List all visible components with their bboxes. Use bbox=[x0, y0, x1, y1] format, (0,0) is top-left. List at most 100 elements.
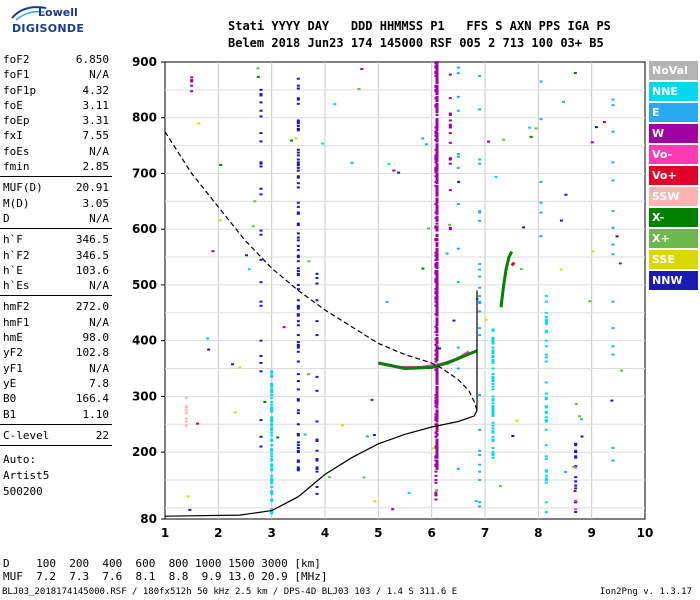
echo-w-column bbox=[434, 254, 438, 257]
echo-w-column bbox=[435, 123, 439, 126]
param-value: 103.6 bbox=[75, 263, 109, 277]
param-key: foE bbox=[3, 98, 23, 112]
echo-w-column bbox=[435, 108, 439, 111]
param-row: hmE 98.0 bbox=[0, 330, 112, 345]
echo-e-column bbox=[539, 211, 543, 214]
param-value: N/A bbox=[89, 68, 109, 82]
echo-e-column bbox=[478, 74, 482, 77]
echo-nnw-column bbox=[315, 438, 319, 441]
y-tick-label: 500 bbox=[132, 278, 157, 292]
echo-scatter-dot bbox=[457, 180, 461, 183]
echo-e-column bbox=[478, 302, 482, 305]
echo-w-column bbox=[434, 185, 438, 188]
echo-e-column bbox=[478, 463, 482, 466]
echo-w-column bbox=[434, 237, 438, 240]
echo-nnw-column bbox=[296, 345, 300, 348]
echo-nne-column bbox=[270, 439, 274, 442]
echo-w-column bbox=[435, 228, 439, 231]
echo-nnw-column bbox=[296, 249, 300, 252]
echo-e-column bbox=[611, 161, 615, 164]
echo-nne-column bbox=[270, 478, 274, 481]
scaled-parameters-panel: foF2 6.850 foF1 N/A foF1p 4.32 foE 3.11 foEp 3.31… bbox=[0, 52, 112, 500]
echo-scatter-dot bbox=[431, 447, 435, 450]
echo-w-column bbox=[435, 198, 439, 201]
echo-w-column bbox=[434, 104, 438, 107]
param-key: foF1p bbox=[3, 83, 37, 97]
echo-nne-column bbox=[491, 451, 495, 454]
echo-nne-column bbox=[544, 416, 548, 419]
x-tick-label: 3 bbox=[267, 526, 275, 540]
echo-nnw-column bbox=[574, 442, 578, 445]
echo-nne-column bbox=[491, 412, 495, 415]
echo-nne-column bbox=[544, 474, 548, 477]
echo-nnw-column bbox=[574, 444, 578, 447]
echo-w-column bbox=[434, 368, 438, 371]
echo-w-column bbox=[434, 470, 438, 473]
echo-w-column bbox=[435, 398, 439, 401]
echo-nne-column bbox=[544, 329, 548, 332]
legend-item-noval: NoVal bbox=[649, 61, 698, 80]
echo-w-column bbox=[435, 295, 439, 298]
echo-nne-column bbox=[270, 512, 274, 515]
param-value: N/A bbox=[89, 361, 109, 375]
legend-item-w: W bbox=[649, 124, 698, 143]
echo-nnw-column bbox=[259, 445, 263, 448]
param-divider bbox=[0, 295, 112, 297]
echo-ssw bbox=[184, 417, 188, 420]
echo-nne-column bbox=[270, 490, 274, 493]
y-tick-label: 700 bbox=[132, 166, 157, 180]
echo-w-column bbox=[434, 166, 438, 169]
echo-e-column bbox=[539, 201, 543, 204]
auto-scaling-info: Auto: Artist5 500200 bbox=[0, 452, 112, 500]
echo-e-column bbox=[478, 162, 482, 165]
echo-nne-column bbox=[270, 431, 274, 434]
echo-w-column bbox=[435, 371, 439, 374]
echo-w-column bbox=[434, 463, 438, 466]
echo-w-column bbox=[435, 137, 439, 140]
echo-w-column bbox=[434, 62, 438, 65]
echo-w-column bbox=[434, 435, 438, 438]
echo-nnw-column bbox=[296, 254, 300, 257]
echo-scatter-dot bbox=[559, 219, 563, 222]
echo-scatter-dot bbox=[370, 398, 374, 401]
echo-scatter-dot bbox=[529, 135, 533, 138]
echo-e-column bbox=[478, 210, 482, 213]
echo-w-column bbox=[435, 410, 439, 413]
echo-e-column bbox=[456, 203, 460, 206]
echo-nne-column bbox=[491, 406, 495, 409]
echo-w-column bbox=[435, 208, 439, 211]
echo-vo-minus bbox=[574, 499, 578, 502]
echo-w-column bbox=[435, 426, 439, 429]
echo-w-column bbox=[435, 453, 439, 456]
echo-nnw-column bbox=[296, 256, 300, 259]
echo-w-column bbox=[190, 90, 194, 93]
echo-nnw-column bbox=[296, 211, 300, 214]
echo-w-column bbox=[435, 339, 439, 342]
echo-w-column bbox=[434, 65, 438, 68]
param-row: hmF2 272.0 bbox=[0, 299, 112, 314]
echo-nnw-column bbox=[296, 272, 300, 275]
echo-scatter-dot bbox=[251, 225, 255, 228]
echo-e-column bbox=[611, 300, 615, 303]
param-value: 22 bbox=[95, 428, 109, 442]
echo-w-column bbox=[434, 494, 438, 497]
echo-nnw-column bbox=[259, 229, 263, 232]
echo-w-column bbox=[435, 187, 439, 190]
echo-w-column bbox=[448, 157, 452, 160]
echo-nnw-column bbox=[574, 451, 578, 454]
x-tick-label: 9 bbox=[587, 526, 595, 540]
echo-w-column bbox=[434, 171, 438, 174]
echo-nne-column bbox=[491, 342, 495, 345]
echo-w-column bbox=[435, 136, 439, 139]
echo-scatter-dot bbox=[373, 500, 377, 503]
echo-w-column bbox=[435, 151, 439, 154]
echo-e-column bbox=[456, 152, 460, 155]
echo-nne-column bbox=[270, 480, 274, 483]
echo-scatter-dot bbox=[424, 143, 428, 146]
header-labels-row: Stati YYYY DAY DDD HHMMSS P1 FFS S AXN P… bbox=[228, 19, 611, 33]
echo-w-column bbox=[434, 168, 438, 171]
echo-e-column bbox=[478, 428, 482, 431]
echo-nne-column bbox=[491, 338, 495, 341]
echo-w-column bbox=[434, 455, 438, 458]
echo-w-column bbox=[434, 148, 438, 151]
